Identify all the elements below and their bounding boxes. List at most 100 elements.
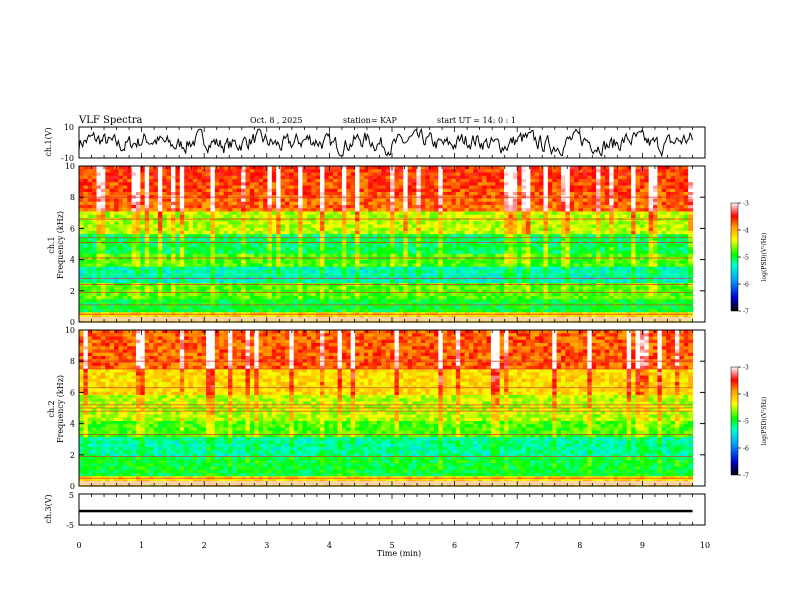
spectrogram-cell (525, 175, 531, 180)
spectrogram-cell (201, 185, 207, 190)
spectrogram-cell (337, 192, 343, 196)
spectrogram-cell (425, 172, 431, 177)
spectrogram-cell (114, 182, 120, 187)
spectrogram-cell (613, 205, 619, 209)
spectrogram-cell (517, 198, 523, 203)
spectrogram-cell (674, 169, 680, 174)
spectrogram-cell (490, 205, 496, 209)
spectrogram-cell (179, 166, 185, 170)
spectrogram-cell (552, 182, 558, 187)
spectrogram-cell (420, 172, 426, 177)
spectrogram-cell (324, 198, 330, 203)
spectrogram-cell (324, 208, 330, 213)
spectrogram-cell (622, 166, 628, 170)
spectrogram-cell (219, 179, 225, 183)
spectrogram-cell (96, 201, 102, 206)
spectrogram-cell (604, 182, 610, 187)
spectrogram-cell (495, 198, 501, 203)
spectrogram-cell (227, 175, 233, 180)
spectrogram-cell (263, 172, 269, 177)
spectrogram-cell (381, 201, 387, 206)
spectrogram-cell (79, 208, 84, 213)
spectrogram-cell (565, 201, 571, 206)
spectrogram-cell (539, 185, 545, 190)
spectrogram-cell (613, 172, 619, 177)
spectrogram-cell (153, 169, 159, 174)
spectrogram-cell (477, 172, 483, 177)
spectrogram-cell (267, 205, 273, 209)
spectrogram-cell (192, 198, 198, 203)
spectrogram-cell (482, 169, 488, 174)
spectrogram-cell (372, 179, 378, 183)
spectrogram-cell (679, 208, 685, 213)
spectrogram-cell (609, 192, 615, 196)
spectrogram-cell (525, 198, 531, 203)
spectrogram-cell (271, 198, 277, 203)
spectrogram-cell (298, 172, 304, 177)
spectrogram-cell (543, 172, 549, 177)
spectrogram-cell (192, 188, 198, 193)
spectrogram-cell (455, 201, 461, 206)
spectrogram-cell (166, 169, 172, 174)
spectrogram-cell (596, 172, 602, 177)
spectrogram-cell (175, 179, 181, 183)
spectrogram-cell (587, 192, 593, 196)
spectrogram-cell (267, 185, 273, 190)
spectrogram-cell (490, 172, 496, 177)
spectrogram-cell (596, 185, 602, 190)
spectrogram-cell (442, 198, 448, 203)
spectrogram-cell (149, 185, 155, 190)
spectrogram-cell (197, 175, 203, 180)
spectrogram-cell (394, 166, 400, 170)
spectrogram-cell (569, 172, 575, 177)
spectrogram-cell (341, 198, 347, 203)
spectrogram-cell (258, 208, 264, 213)
spectrogram-cell (521, 179, 527, 183)
spectrogram-cell (144, 205, 150, 209)
spectrogram-cell (482, 185, 488, 190)
spectrogram-cell (648, 166, 654, 170)
spectrogram-cell (648, 169, 654, 174)
spectrogram-cell (596, 175, 602, 180)
spectrogram-cell (517, 192, 523, 196)
spectrogram-cell (447, 201, 453, 206)
spectrogram-cell (543, 185, 549, 190)
spectrogram-cell (512, 201, 518, 206)
spectrogram-cell (609, 172, 615, 177)
spectrogram-cell (179, 198, 185, 203)
spectrogram-cell (192, 208, 198, 213)
spectrogram-cell (578, 208, 584, 213)
spectrogram-cell (587, 166, 593, 170)
spectrogram-cell (263, 192, 269, 196)
spectrogram-cell (407, 198, 413, 203)
spectrogram-cell (302, 205, 308, 209)
spectrogram-cell (574, 185, 580, 190)
spectrogram-cell (499, 208, 505, 213)
spectrogram-cell (433, 188, 439, 193)
spectrogram-cell (490, 175, 496, 180)
spectrogram-cell (293, 198, 299, 203)
spectrogram-cell (552, 188, 558, 193)
spectrogram-cell (105, 208, 111, 213)
spectrogram-cell (333, 166, 339, 170)
spectrogram-cell (249, 182, 255, 187)
spectrogram-cell (464, 208, 470, 213)
spectrogram-cell (477, 192, 483, 196)
spectrogram-cell (162, 185, 168, 190)
spectrogram-cell (521, 192, 527, 196)
spectrogram-cell (674, 185, 680, 190)
spectrogram-cell (306, 201, 312, 206)
spectrogram-cell (276, 192, 282, 196)
spectrogram-cell (100, 188, 106, 193)
spectrogram-cell (267, 169, 273, 174)
spectrogram-cell (184, 188, 190, 193)
spectrogram-cell (552, 205, 558, 209)
spectrogram-cell (666, 188, 672, 193)
spectrogram-cell (210, 182, 216, 187)
spectrogram-cell (499, 188, 505, 193)
spectrogram-cell (223, 166, 229, 170)
spectrogram-cell (381, 172, 387, 177)
spectrogram-cell (561, 179, 566, 183)
spectrogram-cell (482, 198, 488, 203)
spectrogram-cell (363, 205, 369, 209)
